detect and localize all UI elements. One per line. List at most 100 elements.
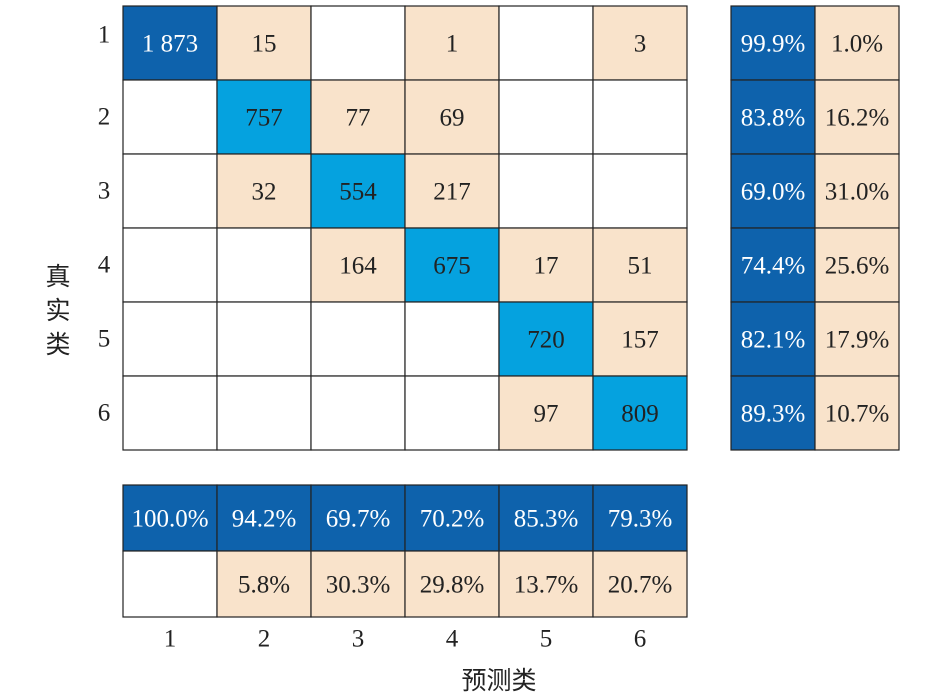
row-summary-incorrect-cell — [814, 227, 900, 303]
column-summary-incorrect-value: 30.3% — [326, 572, 391, 599]
matrix-cell — [592, 375, 688, 451]
column-tick-label: 3 — [352, 626, 365, 653]
row-summary-incorrect-cell — [814, 79, 900, 155]
column-summary-incorrect-cell — [592, 550, 688, 618]
column-summary-correct-value: 69.7% — [326, 506, 391, 533]
matrix-cell-value: 1 873 — [142, 31, 198, 58]
column-summary-incorrect-value: 29.8% — [420, 572, 485, 599]
column-summary-incorrect-value: 13.7% — [514, 572, 579, 599]
row-summary-incorrect-value: 25.6% — [825, 253, 890, 280]
row-tick-labels: 1 2 3 4 5 6 — [98, 22, 111, 427]
matrix-cell-value: 77 — [346, 105, 371, 132]
y-axis-label-char: 真 — [45, 262, 70, 291]
matrix-cell — [404, 153, 500, 229]
row-summary-correct-value: 83.8% — [741, 105, 806, 132]
matrix-cell-value: 97 — [534, 401, 559, 428]
column-summary-incorrect-cell — [216, 550, 312, 618]
row-summary-correct-value: 89.3% — [741, 401, 806, 428]
row-summary-incorrect-cell — [814, 301, 900, 377]
matrix-cell-value: 164 — [339, 253, 377, 280]
row-tick-label: 2 — [98, 104, 111, 131]
matrix-cell-value: 17 — [534, 253, 559, 280]
matrix-cell-value: 675 — [433, 253, 471, 280]
row-summary-correct-value: 99.9% — [741, 31, 806, 58]
row-summary-incorrect-value: 16.2% — [825, 105, 890, 132]
matrix-cell-value: 51 — [628, 253, 653, 280]
matrix-cell-value: 217 — [433, 179, 471, 206]
matrix-cell — [592, 5, 688, 81]
matrix-cell-value: 720 — [527, 327, 565, 354]
column-summary-correct-value: 79.3% — [608, 506, 673, 533]
column-summary-correct-value: 94.2% — [232, 506, 297, 533]
row-summary-incorrect-cell — [814, 153, 900, 229]
row-summary-correct-cell — [730, 153, 816, 229]
row-summary-correct-value: 82.1% — [741, 327, 806, 354]
column-tick-labels: 1 2 3 4 5 6 — [164, 626, 647, 653]
matrix-cell-value: 757 — [245, 105, 283, 132]
column-tick-label: 6 — [634, 626, 647, 653]
row-tick-label: 3 — [98, 178, 111, 205]
matrix-cell — [498, 79, 594, 155]
row-tick-label: 4 — [98, 252, 111, 279]
column-summary-incorrect-value: 20.7% — [608, 572, 673, 599]
row-summary-correct-cell — [730, 227, 816, 303]
matrix-cell-value: 1 — [446, 31, 459, 58]
matrix-cell — [310, 79, 406, 155]
row-tick-label: 1 — [98, 22, 111, 49]
row-summary-correct-value: 69.0% — [741, 179, 806, 206]
matrix-cell — [122, 79, 218, 155]
matrix-cell — [592, 153, 688, 229]
row-summary-incorrect-value: 10.7% — [825, 401, 890, 428]
column-tick-label: 1 — [164, 626, 177, 653]
matrix-cell — [216, 375, 312, 451]
column-summary-incorrect-cell — [122, 550, 218, 618]
row-summary-incorrect-value: 1.0% — [831, 31, 883, 58]
matrix-cell-value: 69 — [440, 105, 465, 132]
matrix-cell — [122, 227, 218, 303]
matrix-cell-value: 32 — [252, 179, 277, 206]
y-axis-label: 真实类 — [45, 262, 70, 359]
row-summary-incorrect-cell — [814, 5, 900, 81]
column-summary-correct-value: 85.3% — [514, 506, 579, 533]
row-summary-incorrect-value: 31.0% — [825, 179, 890, 206]
matrix-cell — [216, 5, 312, 81]
matrix-cell — [122, 301, 218, 377]
column-summary-grid: 100.0% 94.2% 69.7% 70.2% 85.3% 79.3% 5.8% 30.3%… — [122, 484, 688, 618]
matrix-cell-value: 3 — [634, 31, 647, 58]
matrix-cell — [310, 375, 406, 451]
matrix-cell-value: 554 — [339, 179, 377, 206]
matrix-cell — [404, 227, 500, 303]
matrix-cell — [216, 301, 312, 377]
matrix-cell-value: 15 — [252, 31, 277, 58]
row-summary-correct-cell — [730, 301, 816, 377]
column-summary-correct-cell — [592, 484, 688, 552]
column-summary-incorrect-cell — [498, 550, 594, 618]
matrix-cell — [404, 5, 500, 81]
row-summary-correct-value: 74.4% — [741, 253, 806, 280]
matrix-cell — [404, 301, 500, 377]
matrix-cell — [498, 153, 594, 229]
row-tick-label: 6 — [98, 400, 111, 427]
matrix-cell-value: 157 — [621, 327, 659, 354]
matrix-cell — [310, 301, 406, 377]
matrix-cell — [310, 5, 406, 81]
matrix-cell — [122, 375, 218, 451]
row-tick-label: 5 — [98, 326, 111, 353]
y-axis-label-char: 类 — [45, 330, 70, 359]
x-axis-label: 预测类 — [461, 666, 536, 695]
confusion-matrix-grid: 1 873 15 1 3 757 77 69 32 554 217 164 675 17 51 720 157… — [122, 5, 688, 451]
matrix-cell — [592, 79, 688, 155]
column-tick-label: 4 — [446, 626, 459, 653]
column-tick-label: 2 — [258, 626, 271, 653]
matrix-cell — [498, 5, 594, 81]
row-summary-correct-cell — [730, 375, 816, 451]
matrix-cell — [216, 227, 312, 303]
row-summary-grid: 99.9% 1.0% 83.8% 16.2% 69.0% 31.0% 74.4% 25.6% 8… — [730, 5, 900, 451]
row-summary-correct-cell — [730, 79, 816, 155]
matrix-cell — [122, 153, 218, 229]
matrix-cell — [592, 301, 688, 377]
matrix-cell — [216, 153, 312, 229]
column-summary-incorrect-value: 5.8% — [238, 572, 290, 599]
column-summary-correct-value: 100.0% — [131, 506, 208, 533]
